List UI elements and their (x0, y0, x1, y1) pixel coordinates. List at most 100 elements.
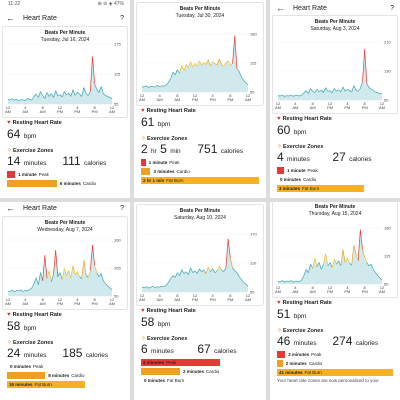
zone-bar-name: Cardio (71, 373, 85, 378)
page-title: Heart Rate (23, 205, 57, 212)
heart-rate-segment (53, 250, 57, 275)
heart-rate-segment (20, 99, 24, 101)
heart-rate-segment (14, 290, 17, 293)
heart-rate-segment (366, 83, 370, 88)
heart-rate-segment (280, 94, 283, 97)
back-arrow-icon[interactable]: ← (6, 13, 15, 23)
heart-rate-segment (236, 272, 240, 277)
heart-rate-segment (155, 85, 158, 88)
zone-bar-minutes: 3 minutes (288, 352, 310, 357)
heart-rate-segment (77, 271, 80, 277)
resting-heart-rate-label: ♥ Resting Heart Rate (7, 120, 62, 126)
resting-heart-rate-label: ♥ Resting Heart Rate (7, 312, 62, 318)
heart-rate-segment (377, 275, 381, 279)
heart-rate-segment (16, 290, 19, 292)
x-tick-label: 8 AM (174, 293, 181, 303)
y-tick-label: 180 (384, 226, 391, 231)
heart-rate-segment (64, 91, 67, 96)
resting-label-text: Resting Heart Rate (12, 120, 62, 126)
heart-rate-segment (105, 283, 108, 287)
help-icon[interactable]: ? (120, 205, 124, 212)
heart-rate-segment (57, 272, 61, 277)
heart-rate-segment (57, 94, 61, 97)
heart-rate-segment (194, 63, 198, 67)
zone-bar-name: Fat Burn (302, 186, 320, 191)
resting-heart-rate-value: 51 bpm (277, 307, 306, 321)
zone-bar-minutes: 0 minutes (144, 378, 166, 383)
zone-bar: 1 minute Peak (277, 167, 318, 174)
heart-rate-segment (353, 245, 357, 254)
heart-rate-segment (92, 56, 96, 85)
page-title: Heart Rate (23, 15, 57, 22)
x-tick-label: 12 AM (5, 297, 11, 307)
calories-unit: calories (220, 148, 244, 155)
calories: 111 (62, 154, 81, 168)
exercise-zones-label: ⁘ Exercise Zones (141, 335, 187, 343)
zone-bar-name: Peak (311, 352, 322, 357)
zones-label-text: Exercise Zones (147, 135, 188, 142)
heart-rate-segment (370, 264, 374, 270)
heart-rate-segment (66, 270, 69, 276)
heart-rate-segment (81, 260, 85, 279)
zone-bar: 1 minute Peak (141, 159, 180, 166)
heart-rate-segment (336, 260, 339, 265)
heart-rate-segment (72, 265, 76, 275)
heart-rate-segment (366, 262, 370, 267)
y-tick-label: 170 (250, 232, 257, 237)
chart-title: Beats Per Minute (44, 30, 86, 36)
heart-rate-segment (364, 257, 368, 263)
heart-rate-segment (100, 273, 104, 281)
help-icon[interactable]: ? (120, 15, 124, 22)
zone-bar-fill (277, 351, 286, 358)
heart-rate-segment (210, 268, 213, 272)
y-tick-label: 115 (114, 72, 121, 77)
chart-date: Saturday, Aug 10, 2024 (174, 215, 226, 221)
status-icons: ⊕ ⊘ ◈ 47% (97, 1, 124, 7)
y-tick-label: 50 (384, 282, 389, 287)
resting-heart-rate-value: 64 bpm (7, 127, 36, 141)
heart-rate-segment (205, 266, 209, 274)
y-tick-label: 50 (114, 294, 119, 299)
zone-bar-minutes: 2 minutes (182, 369, 204, 374)
heart-rate-segment (327, 90, 331, 92)
heart-rate-segment (331, 258, 335, 268)
chart-date: Tuesday, Jul 16, 2024 (40, 37, 90, 43)
heart-rate-segment (46, 270, 50, 279)
zone-bar-name: Peak (307, 168, 318, 173)
heart-rate-segment (100, 86, 104, 94)
heart-rate-panel: ← Heart Rate? Beats Per Minute Saturday, Au… (270, 0, 400, 198)
x-tick-label: 12 AM (139, 293, 145, 303)
zone-minutes-unit: minutes (293, 340, 317, 347)
help-icon[interactable]: ? (390, 5, 394, 12)
heart-rate-segment (177, 272, 180, 276)
heart-rate-segment (81, 87, 85, 97)
chart-card (272, 202, 398, 298)
x-tick-label: 8 AM (39, 105, 46, 115)
zones-label-text: Exercise Zones (13, 339, 54, 346)
heart-rate-segment (107, 285, 111, 289)
zone-bar-name: Fat Burn (304, 370, 322, 375)
resting-heart-rate-label: ♥ Resting Heart Rate (141, 308, 196, 314)
heart-rate-segment (359, 229, 363, 250)
heart-rate-segment (314, 258, 318, 267)
zone-bar: 2 hr 1 min Fat Burn (141, 177, 259, 184)
heart-rate-segment (31, 96, 35, 101)
heart-rate-segment (179, 65, 183, 74)
resting-value: 64 (7, 127, 21, 141)
heart-rate-area (278, 49, 382, 100)
heart-rate-segment (284, 95, 287, 97)
back-arrow-icon[interactable]: ← (276, 3, 285, 13)
zone-minutes-unit: minutes (151, 348, 174, 355)
zones-icon: ⁘ (141, 336, 146, 342)
x-tick-label: 12 AM (379, 101, 385, 111)
heart-rate-segment (14, 98, 17, 101)
heart-rate-segment (68, 270, 72, 278)
heart-rate-segment (316, 88, 320, 93)
x-tick-label: 8 PM (227, 93, 234, 103)
back-arrow-icon[interactable]: ← (6, 203, 15, 213)
heart-rate-segment (214, 63, 218, 66)
zone-bar-fill (277, 167, 284, 174)
x-tick-label: 4 AM (156, 93, 163, 103)
x-tick-label: 12 AM (275, 101, 281, 111)
zone-bar: 2 minutes Cardio (277, 360, 322, 367)
